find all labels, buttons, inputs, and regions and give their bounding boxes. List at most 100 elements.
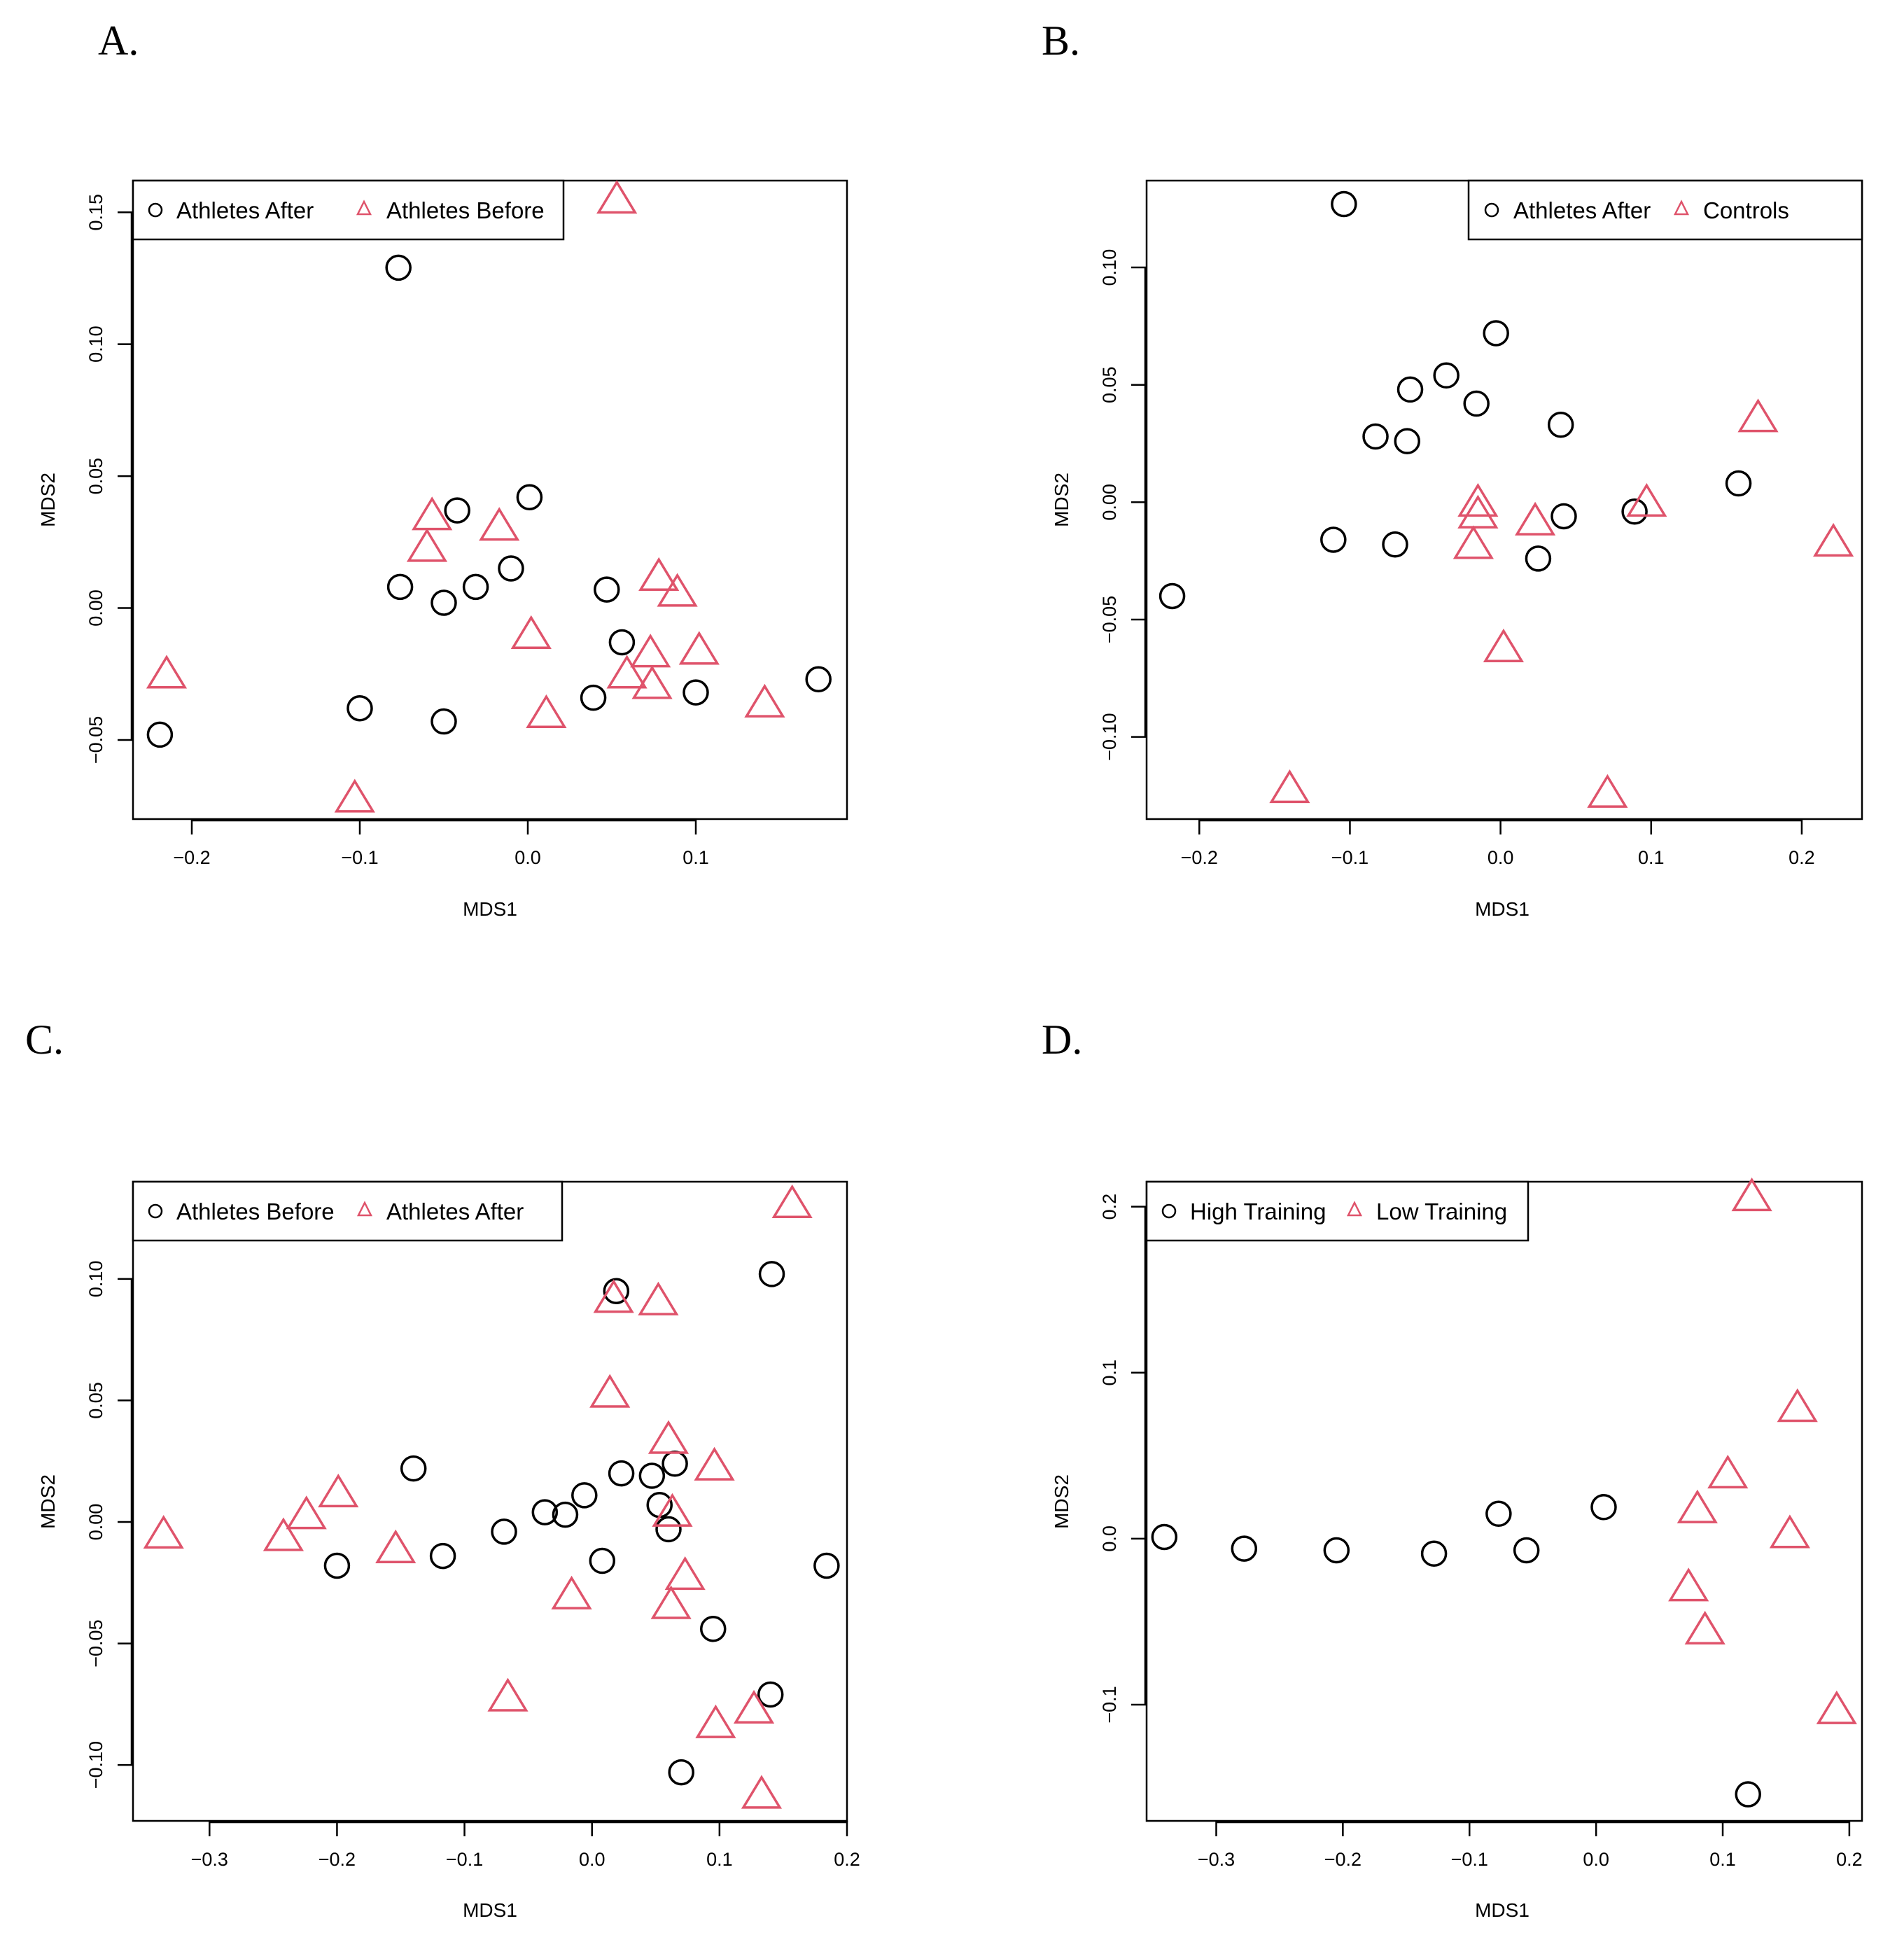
panel-d-legend-entry-1: High Training (1190, 1199, 1326, 1224)
panel-d-point-triangle (1684, 1610, 1726, 1645)
panel-b-y-tick-label: −0.05 (1099, 596, 1120, 643)
panel-c-point-triangle (286, 1495, 327, 1530)
panel-b-legend-triangle-marker (1673, 200, 1690, 216)
panel-d-legend-box (1145, 1180, 1530, 1242)
panel-b-x-tick-label: 0.2 (1788, 847, 1815, 868)
panel-a-plot-box (132, 179, 848, 820)
panel-d-legend: High Training Low Training (1145, 1180, 1530, 1242)
panel-c-point-circle (531, 1499, 559, 1525)
panel-c-point-circle (758, 1261, 785, 1287)
panel-c-x-axis: −0.3 −0.2 −0.1 0.0 0.1 0.2 (191, 1821, 860, 1870)
panel-b-x-tick-label: 0.1 (1638, 847, 1665, 868)
panel-b-point-triangle (1515, 501, 1556, 536)
panel-c-y-tick-label: −0.10 (85, 1741, 106, 1789)
panel-a-y-tick-label: 0.00 (85, 589, 106, 627)
panel-c-point-triangle (143, 1514, 184, 1549)
panel-c-point-circle (589, 1547, 616, 1574)
panel-b-point-circle (1158, 582, 1186, 610)
panel-d-x-tick-label: −0.3 (1198, 1849, 1235, 1870)
panel-b-point-circle (1394, 428, 1420, 454)
panel-c-point-triangle (487, 1677, 528, 1712)
panel-c-point-triangle (741, 1775, 783, 1809)
panel-a-legend: Athletes After Athletes Before (132, 179, 565, 241)
panel-c-point-triangle (695, 1704, 736, 1738)
panel-b-point-circle (1550, 503, 1577, 530)
panel-b-point-circle (1483, 320, 1509, 347)
panel-b-point-circle (1525, 545, 1552, 572)
panel-c-legend-entry-2: Athletes After (386, 1199, 524, 1224)
panel-d-point-circle (1420, 1540, 1448, 1567)
panel-a-points (146, 179, 832, 813)
panel-d-legend-triangle-marker (1346, 1201, 1363, 1217)
panel-d-point-circle (1513, 1537, 1540, 1564)
panel-c-plot-box (132, 1180, 848, 1822)
panel-a-x-label: MDS1 (463, 898, 517, 920)
panel-c-point-triangle (650, 1585, 692, 1619)
panel-b-point-triangle (1483, 628, 1525, 662)
panel-d-point-circle (1323, 1537, 1350, 1564)
panel-a-x-tick-label: 0.0 (514, 847, 541, 868)
panel-b-point-circle (1433, 362, 1460, 389)
panel-d-y-label: MDS2 (1051, 1474, 1072, 1529)
panel-b-legend-circle-marker (1484, 202, 1499, 218)
panel-d-legend-circle-marker (1161, 1203, 1177, 1219)
panel-c-point-triangle (648, 1420, 690, 1454)
panel-d-point-circle (1231, 1535, 1258, 1562)
panel-a-point-circle (146, 721, 174, 748)
panel-c-point-triangle (733, 1689, 775, 1724)
panel-d-point-circle (1735, 1781, 1761, 1808)
panel-c-label: C. (25, 1017, 64, 1063)
panel-c-point-circle (700, 1616, 727, 1642)
panel-a-point-circle (682, 679, 709, 706)
panel-d-y-tick-label: 0.2 (1099, 1194, 1120, 1220)
panel-c-point-circle (552, 1501, 579, 1528)
panel-a-y-tick-label: −0.05 (85, 716, 106, 764)
panel-b-legend: Athletes After Controls (1467, 179, 1863, 241)
panel-c-point-circle (400, 1455, 427, 1482)
panel-c-y-tick-label: 0.10 (85, 1261, 106, 1298)
panel-b-point-triangle (1587, 774, 1628, 808)
panel-d-point-triangle (1731, 1177, 1772, 1212)
panel-c-x-label: MDS1 (463, 1899, 517, 1921)
panel-c-point-triangle (551, 1575, 592, 1609)
panel-b-x-tick-label: −0.2 (1181, 847, 1218, 868)
panel-c-point-circle (491, 1518, 517, 1545)
panel-a-point-triangle (657, 573, 698, 607)
panel-c-point-triangle (589, 1374, 631, 1408)
panel-c-point-triangle (694, 1446, 735, 1481)
panel-b-legend-entry-2: Controls (1703, 197, 1789, 223)
panel-a-legend-circle-marker (148, 202, 163, 218)
panel-a-point-triangle (631, 665, 673, 699)
panel-a-point-triangle (596, 179, 638, 214)
panel-c-legend-circle-marker (148, 1203, 163, 1219)
panel-a-point-triangle (146, 655, 188, 689)
panel-c-point-circle (638, 1462, 666, 1489)
panel-b-plot-box (1145, 179, 1863, 820)
panel-a-point-triangle (630, 634, 671, 668)
panel-c-x-tick-label: −0.1 (446, 1849, 483, 1870)
panel-a-point-circle (346, 694, 373, 722)
panel-b-y-tick-label: 0.05 (1099, 366, 1120, 403)
panel-c-x-tick-label: −0.2 (318, 1849, 356, 1870)
panel-d-x-tick-label: 0.0 (1583, 1849, 1609, 1870)
panel-d-point-triangle (1676, 1489, 1718, 1523)
panel-d-x-tick-label: 0.1 (1709, 1849, 1736, 1870)
panel-b-point-circle (1362, 423, 1389, 450)
panel-a-point-triangle (406, 528, 448, 562)
panel-b-point-circle (1463, 390, 1490, 417)
panel-c-point-triangle (771, 1184, 813, 1218)
panel-c-point-circle (662, 1450, 688, 1477)
panel-c-x-tick-label: 0.0 (579, 1849, 606, 1870)
panel-a-point-circle (385, 254, 412, 281)
panel-a-point-circle (462, 573, 489, 601)
panel-b-y-axis: −0.10 −0.05 0.00 0.05 0.10 (1099, 249, 1147, 761)
panel-b-y-tick-label: 0.00 (1099, 484, 1120, 521)
panel-c-point-triangle (262, 1517, 304, 1551)
panel-a-point-triangle (334, 778, 375, 813)
panel-c-y-axis: −0.10 −0.05 0.00 0.05 0.10 (85, 1261, 133, 1789)
panel-d-x-label: MDS1 (1475, 1899, 1530, 1921)
panel-c: C. −0.3 −0.2 −0.1 0.0 0.1 0.2 −0.10 −0.05 0.00 0… (25, 1017, 860, 1921)
panel-a-point-circle (516, 484, 543, 510)
panel-a-point-triangle (479, 507, 520, 541)
panel-d-x-tick-label: −0.1 (1451, 1849, 1488, 1870)
